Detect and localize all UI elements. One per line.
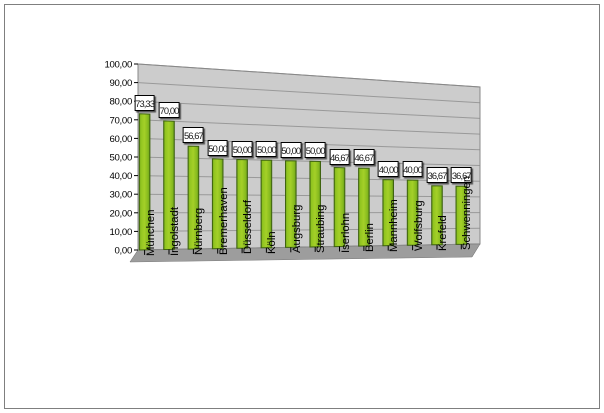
- svg-text:100,00: 100,00: [104, 60, 132, 71]
- svg-text:0,00: 0,00: [115, 246, 132, 257]
- svg-text:80,00: 80,00: [109, 97, 132, 108]
- svg-text:70,00: 70,00: [109, 115, 132, 126]
- svg-text:60,00: 60,00: [109, 134, 132, 145]
- svg-text:90,00: 90,00: [109, 78, 132, 89]
- svg-text:10,00: 10,00: [109, 227, 132, 238]
- svg-text:40,00: 40,00: [109, 171, 132, 182]
- svg-text:20,00: 20,00: [109, 208, 132, 219]
- svg-text:50,00: 50,00: [109, 153, 132, 164]
- svg-text:30,00: 30,00: [109, 190, 132, 201]
